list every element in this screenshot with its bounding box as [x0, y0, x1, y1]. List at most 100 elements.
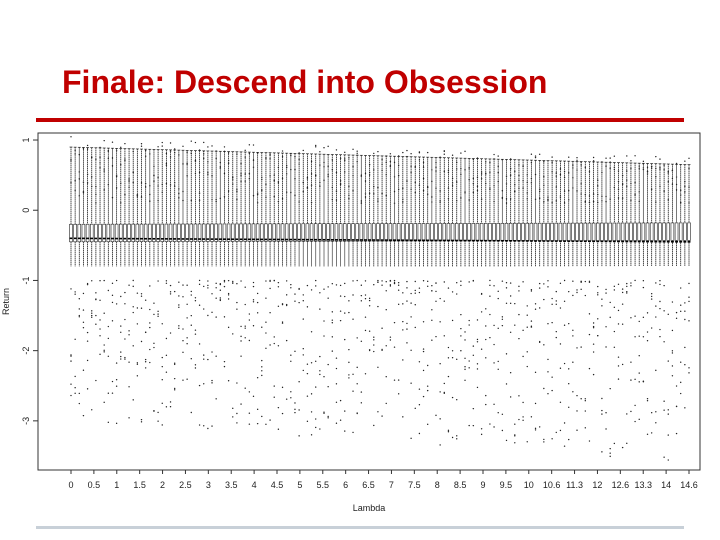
outlier-point	[688, 157, 690, 159]
outlier-point	[663, 456, 665, 458]
outlier-point	[464, 357, 466, 359]
outlier-point	[414, 280, 416, 283]
outlier-point	[385, 281, 387, 283]
outlier-point	[269, 419, 271, 421]
outlier-point	[356, 152, 358, 154]
outlier-point	[165, 406, 168, 408]
outlier-point	[489, 187, 491, 189]
box	[417, 223, 422, 242]
outlier-point	[601, 305, 603, 307]
outlier-point	[86, 359, 89, 362]
outlier-point	[352, 190, 354, 192]
outlier-point	[360, 300, 363, 302]
outlier-point	[315, 285, 317, 287]
outlier-point	[219, 161, 222, 164]
x-tick-label: 12.6	[612, 480, 630, 490]
outlier-point	[435, 170, 437, 172]
outlier-point	[236, 198, 238, 201]
outlier-point	[252, 144, 255, 146]
outlier-point	[149, 326, 151, 329]
outlier-point	[344, 159, 346, 162]
box	[127, 223, 131, 242]
outlier-point	[460, 173, 462, 176]
outlier-point	[468, 199, 470, 201]
box	[355, 223, 359, 242]
outlier-point	[198, 171, 201, 174]
outlier-point	[107, 325, 110, 328]
box	[135, 223, 140, 242]
outlier-point	[261, 189, 263, 191]
outlier-point	[613, 306, 616, 309]
outlier-point	[435, 166, 437, 169]
outlier-point	[327, 173, 329, 176]
outlier-point	[464, 192, 466, 194]
outlier-point	[447, 198, 450, 200]
box	[595, 222, 600, 241]
outlier-point	[617, 323, 620, 325]
box	[305, 223, 310, 242]
box	[110, 223, 115, 243]
outlier-point	[161, 145, 163, 147]
outlier-point	[331, 168, 334, 171]
outlier-point	[194, 333, 197, 335]
outlier-point	[207, 284, 209, 287]
outlier-point	[588, 201, 591, 204]
outlier-point	[227, 298, 230, 300]
outlier-point	[518, 395, 520, 397]
outlier-point	[646, 331, 649, 333]
outlier-point	[319, 370, 321, 372]
outlier-point	[203, 141, 205, 144]
outlier-point	[348, 377, 350, 379]
outlier-point	[534, 198, 537, 200]
outlier-point	[538, 197, 541, 199]
outlier-point	[547, 392, 549, 395]
outlier-point	[161, 379, 163, 381]
outlier-point	[505, 302, 508, 304]
outlier-point	[659, 300, 661, 303]
outlier-point	[663, 169, 665, 171]
outlier-point	[584, 398, 587, 400]
outlier-point	[534, 427, 537, 430]
outlier-point	[456, 168, 458, 170]
outlier-point	[78, 308, 80, 310]
outlier-point	[240, 280, 242, 282]
outlier-point	[115, 385, 118, 387]
outlier-point	[410, 188, 412, 191]
outlier-point	[132, 306, 134, 308]
box	[438, 223, 442, 242]
outlier-point	[659, 166, 661, 169]
outlier-point	[331, 159, 334, 161]
outlier-point	[360, 340, 363, 342]
outlier-point	[115, 174, 118, 176]
outlier-point	[497, 360, 499, 363]
outlier-point	[592, 325, 595, 328]
outlier-point	[281, 386, 284, 389]
outlier-point	[609, 301, 611, 304]
box	[81, 223, 86, 243]
outlier-point	[406, 322, 408, 325]
outlier-point	[659, 185, 661, 188]
box	[666, 222, 671, 241]
outlier-point	[414, 292, 416, 294]
outlier-point	[310, 393, 313, 395]
outlier-point	[605, 200, 607, 203]
outlier-point	[360, 391, 363, 393]
outlier-point	[534, 155, 537, 157]
outlier-point	[522, 180, 524, 182]
outlier-point	[526, 198, 528, 200]
box	[591, 222, 596, 241]
outlier-point	[360, 402, 363, 404]
outlier-point	[373, 424, 375, 427]
box	[239, 223, 243, 242]
outlier-point	[190, 152, 192, 154]
outlier-point	[422, 280, 425, 282]
outlier-point	[169, 401, 172, 403]
outlier-point	[406, 180, 408, 182]
box	[566, 222, 571, 241]
outlier-point	[306, 420, 309, 423]
outlier-point	[153, 302, 155, 304]
outlier-point	[215, 150, 217, 152]
outlier-point	[95, 323, 97, 325]
outlier-point	[91, 185, 93, 188]
x-tick-label: 9	[480, 480, 485, 490]
